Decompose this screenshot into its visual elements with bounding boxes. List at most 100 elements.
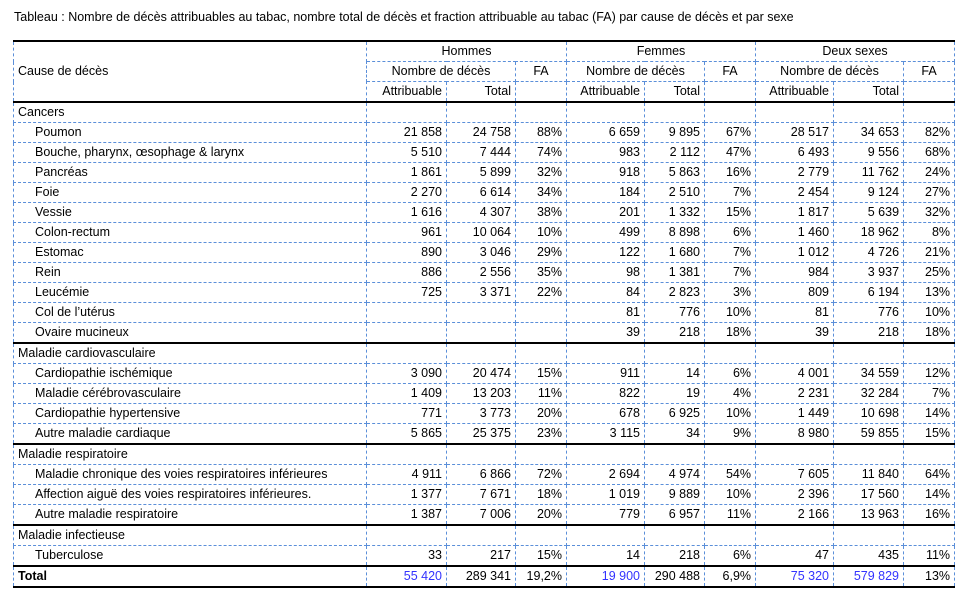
- table-row: Cardiopathie hypertensive 771 3 773 20% 678 6…: [13, 403, 956, 424]
- count-cell: 6 925: [644, 403, 705, 424]
- total-cell: 13%: [903, 565, 956, 588]
- count-cell: 9 124: [833, 182, 905, 203]
- count-cell: 81: [566, 302, 645, 323]
- count-cell: 2 270: [366, 182, 447, 203]
- count-cell: 890: [366, 242, 447, 263]
- count-cell: 9 889: [644, 484, 705, 505]
- fa-cell: 15%: [515, 545, 567, 567]
- fa-cell: 11%: [703, 504, 757, 526]
- empty-cell: [833, 101, 905, 123]
- empty-cell: [833, 342, 905, 364]
- cause-label: Maladie cérébrovasculaire: [13, 383, 367, 404]
- count-cell: 5 510: [366, 142, 447, 163]
- header-deux-sexes: Deux sexes: [755, 40, 956, 62]
- fa-cell: 4%: [703, 383, 757, 404]
- count-cell: 33: [366, 545, 447, 567]
- fa-cell: 54%: [703, 464, 757, 485]
- empty-cell: [755, 342, 835, 364]
- table-title: Tableau : Nombre de décès attribuables a…: [14, 10, 794, 24]
- fa-cell: 10%: [903, 302, 956, 323]
- empty-cell: [644, 524, 705, 546]
- header-nombre: Nombre de décès: [366, 61, 516, 82]
- count-cell: 6 614: [446, 182, 516, 203]
- count-cell: 17 560: [833, 484, 905, 505]
- empty-cell: [446, 101, 516, 123]
- fa-cell: 88%: [515, 122, 567, 143]
- count-cell: 5 865: [366, 423, 447, 445]
- header-attribuable: Attribuable: [366, 81, 447, 103]
- header-nombre: Nombre de décès: [755, 61, 905, 82]
- header-cause: Cause de décès: [13, 40, 367, 103]
- fa-cell: 15%: [703, 202, 757, 223]
- count-cell: 218: [644, 545, 705, 567]
- count-cell: 8 898: [644, 222, 705, 243]
- count-cell: 59 855: [833, 423, 905, 445]
- fa-cell: 32%: [515, 162, 567, 183]
- section-label: Maladie respiratoire: [13, 443, 367, 465]
- empty-cell: [446, 342, 516, 364]
- total-cell: 75 320: [755, 565, 835, 588]
- count-cell: 14: [566, 545, 645, 567]
- cause-label: Cardiopathie ischémique: [13, 363, 367, 384]
- empty-cell: [566, 101, 645, 123]
- empty-cell: [755, 524, 835, 546]
- fa-cell: 67%: [703, 122, 757, 143]
- count-cell: 1 332: [644, 202, 705, 223]
- count-cell: 1 817: [755, 202, 835, 223]
- empty-cell: [366, 101, 447, 123]
- empty-cell: [515, 443, 567, 465]
- table-row: Pancréas 1 861 5 899 32% 918 5 863 16% 2 779 11 …: [13, 162, 956, 183]
- count-cell: 3 115: [566, 423, 645, 445]
- fa-cell: 14%: [903, 403, 956, 424]
- table-row: Ovaire mucineux 39 218 18% 39 218 18%: [13, 322, 956, 344]
- count-cell: 3 371: [446, 282, 516, 303]
- count-cell: 2 231: [755, 383, 835, 404]
- table-row: Autre maladie cardiaque 5 865 25 375 23% 3 1…: [13, 423, 956, 445]
- fa-cell: 29%: [515, 242, 567, 263]
- empty-cell: [903, 342, 956, 364]
- empty-cell: [903, 524, 956, 546]
- fa-cell: 16%: [703, 162, 757, 183]
- fa-cell: 47%: [703, 142, 757, 163]
- count-cell: 184: [566, 182, 645, 203]
- cause-label: Ovaire mucineux: [13, 322, 367, 344]
- count-cell: 771: [366, 403, 447, 424]
- fa-cell: 6%: [703, 222, 757, 243]
- count-cell: 122: [566, 242, 645, 263]
- cause-label: Autre maladie respiratoire: [13, 504, 367, 526]
- count-cell: 98: [566, 262, 645, 283]
- count-cell: 13 963: [833, 504, 905, 526]
- fa-cell: 82%: [903, 122, 956, 143]
- header-femmes: Femmes: [565, 40, 757, 62]
- total-cell: 289 341: [446, 565, 516, 588]
- fa-cell: 7%: [703, 182, 757, 203]
- count-cell: 499: [566, 222, 645, 243]
- table-row: Bouche, pharynx, œsophage & larynx 5 510 7…: [13, 142, 956, 163]
- count-cell: 2 779: [755, 162, 835, 183]
- count-cell: 8 980: [755, 423, 835, 445]
- count-cell: 918: [566, 162, 645, 183]
- cause-label: Poumon: [13, 122, 367, 143]
- table-row: Leucémie 725 3 371 22% 84 2 823 3% 809 6 194 13%: [13, 282, 956, 303]
- cause-label: Maladie chronique des voies respiratoire…: [13, 464, 367, 485]
- count-cell: 25 375: [446, 423, 516, 445]
- fa-cell: 32%: [903, 202, 956, 223]
- count-cell: 3 773: [446, 403, 516, 424]
- count-cell: 2 454: [755, 182, 835, 203]
- total-cell: 19 900: [566, 565, 645, 588]
- empty-cell: [446, 524, 516, 546]
- count-cell: 4 726: [833, 242, 905, 263]
- header-nombre: Nombre de décès: [566, 61, 705, 82]
- empty-cell: [515, 101, 567, 123]
- count-cell: 201: [566, 202, 645, 223]
- count-cell: 7 671: [446, 484, 516, 505]
- count-cell: 1 680: [644, 242, 705, 263]
- empty-cell: [566, 524, 645, 546]
- fa-cell: 12%: [903, 363, 956, 384]
- table-row: Poumon 21 858 24 758 88% 6 659 9 895 67% 28 517…: [13, 122, 956, 143]
- count-cell: 1 861: [366, 162, 447, 183]
- fa-cell: 8%: [903, 222, 956, 243]
- count-cell: 218: [644, 322, 705, 344]
- cause-label: Foie: [13, 182, 367, 203]
- fa-cell: 15%: [903, 423, 956, 445]
